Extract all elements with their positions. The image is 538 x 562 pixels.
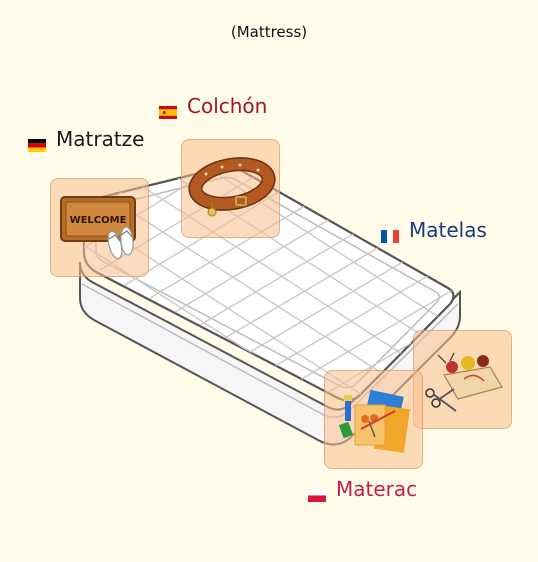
- france-flag-icon: [381, 224, 399, 243]
- flip-flops-icon: [107, 226, 134, 260]
- label-german: Matratze: [28, 127, 145, 152]
- label-spanish: Colchón: [159, 94, 268, 119]
- page-title: (Mattress): [230, 23, 308, 41]
- sewing-kit-icon: [425, 352, 503, 412]
- label-polish: Materac: [307, 477, 418, 502]
- poland-flag-icon: [307, 483, 327, 502]
- label-spanish-text: Colchón: [187, 94, 268, 118]
- tile-dog-collar: [181, 139, 280, 238]
- tile-sewing-craft: [413, 330, 512, 429]
- stationery-icon: [338, 389, 410, 453]
- label-polish-text: Materac: [336, 477, 418, 501]
- doormat-text: WELCOME: [70, 215, 127, 226]
- tile-doormat: WELCOME: [50, 178, 149, 277]
- spain-flag-icon: [159, 100, 177, 119]
- germany-flag-icon: [28, 133, 46, 152]
- label-french: Matelas: [381, 218, 487, 243]
- scissors-icon: [425, 388, 457, 412]
- tile-stationery: [324, 370, 423, 469]
- doormat-icon: [60, 196, 136, 242]
- dog-collar-icon: [188, 157, 276, 217]
- label-german-text: Matratze: [56, 127, 145, 151]
- label-french-text: Matelas: [409, 218, 487, 242]
